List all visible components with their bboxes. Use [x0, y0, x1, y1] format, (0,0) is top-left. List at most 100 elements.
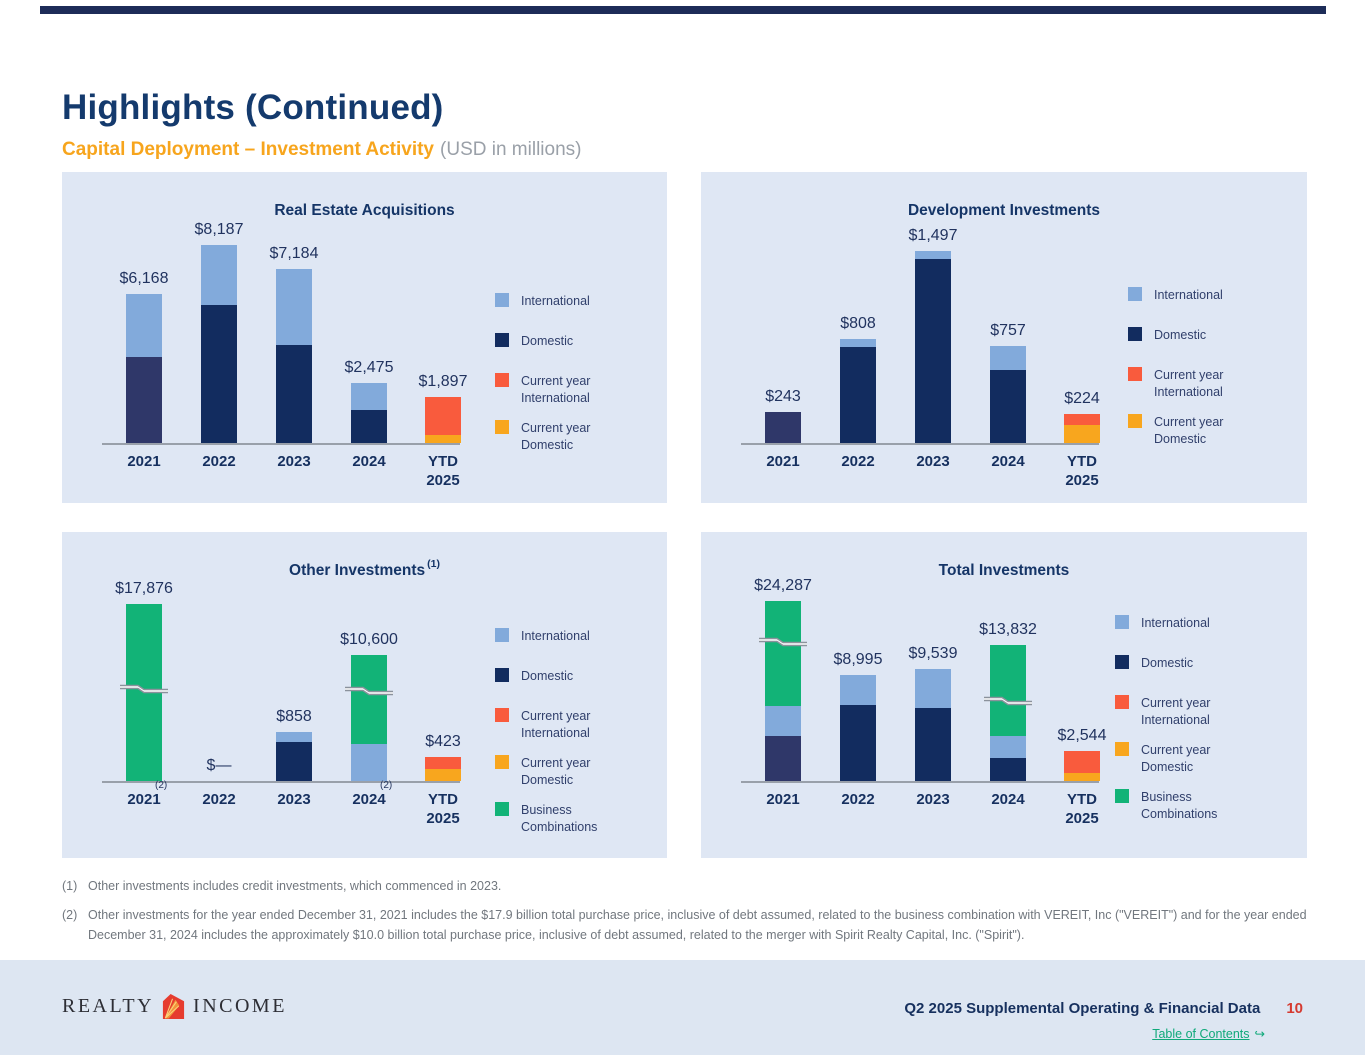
bar-2024 — [345, 655, 393, 781]
chart-title: Total Investments — [938, 562, 1070, 579]
segment-international — [276, 269, 312, 345]
x-tick-footnote-ref: (2) — [380, 780, 393, 791]
segment-current_year_international — [1064, 751, 1100, 773]
legend-swatch-international — [495, 293, 509, 307]
x-tick-label: YTD 2025 — [1065, 453, 1099, 489]
legend-item-business_combinations: Business Combinations — [1115, 789, 1285, 822]
segment-domestic — [990, 369, 1026, 443]
x-tick-label: 2021 — [127, 453, 161, 470]
legend-swatch-current_year_domestic — [495, 420, 509, 434]
legend-label: International — [521, 629, 590, 643]
footnote-2-text: Other investments for the year ended Dec… — [88, 908, 1307, 942]
legend-item-international: International — [495, 628, 665, 654]
legend-swatch-business_combinations — [1115, 789, 1129, 803]
legend-swatch-international — [1115, 615, 1129, 629]
chart-development-investments: Development Investments $243 2021 $808 2022 $… — [701, 172, 1307, 503]
footnote-1-text: Other investments includes credit invest… — [88, 879, 502, 893]
bar-value-label: $13,832 — [979, 621, 1037, 638]
legend-label: Current year International — [521, 374, 591, 405]
segment-domestic — [765, 736, 801, 781]
legend-item-current_year_international: Current year International — [495, 708, 665, 741]
segment-domestic — [840, 705, 876, 781]
chart-title-footnote-ref: (1) — [427, 558, 440, 570]
segment-current_year_domestic — [1064, 424, 1100, 443]
legend-item-domestic: Domestic — [495, 668, 665, 694]
x-tick-label: YTD 2025 — [426, 791, 460, 827]
bar-value-label: $17,876 — [115, 580, 173, 597]
bar-2023 — [276, 732, 312, 781]
legend-swatch-business_combinations — [495, 802, 509, 816]
segment-domestic — [915, 259, 951, 443]
legend-label: Domestic — [1141, 656, 1194, 670]
chart-title: Other Investments (1) — [289, 558, 440, 579]
segment-current_year_international — [425, 397, 461, 435]
legend-swatch-domestic — [495, 668, 509, 682]
legend-label: Domestic — [521, 334, 574, 348]
legend-label: Business Combinations — [521, 803, 598, 834]
segment-domestic — [915, 708, 951, 781]
segment-current_year_domestic — [425, 434, 461, 443]
bar-YTD-2025 — [1064, 414, 1100, 443]
legend-item-international: International — [1115, 615, 1285, 641]
x-tick-label: YTD 2025 — [426, 453, 460, 489]
page-number: 10 — [1286, 1000, 1303, 1017]
bar-2021 — [126, 293, 162, 443]
bar-value-label: $8,995 — [833, 651, 883, 669]
segment-current_year_domestic — [1064, 772, 1100, 781]
x-tick-label: 2024 (2) — [352, 780, 393, 808]
bar-value-label: $2,475 — [344, 359, 394, 377]
legend-label: Business Combinations — [1141, 790, 1218, 821]
segment-international — [276, 732, 312, 742]
legend-swatch-international — [495, 628, 509, 642]
return-arrow-icon[interactable]: ↪ — [1254, 1027, 1265, 1041]
bar-value-label: $2,544 — [1057, 727, 1107, 745]
segment-domestic — [276, 741, 312, 781]
segment-international — [765, 705, 801, 737]
x-axis — [741, 781, 1099, 783]
table-of-contents-link[interactable]: Table of Contents — [1152, 1027, 1250, 1041]
segment-international — [351, 744, 387, 781]
legend-label: Current year International — [1154, 368, 1224, 399]
legend: International Domestic Current year Intern… — [495, 628, 665, 835]
segment-current_year_domestic — [425, 768, 461, 781]
bar-2021 — [120, 604, 168, 781]
legend-swatch-domestic — [495, 333, 509, 347]
segment-domestic — [201, 304, 237, 443]
chart-total-investments: Total Investments $24,287 2021 $8,995 2022 $9… — [701, 532, 1307, 858]
legend-item-business_combinations: Business Combinations — [495, 802, 665, 835]
legend-label: Domestic — [521, 669, 574, 683]
bar-value-label: $224 — [1064, 390, 1100, 408]
chart-real-estate-acquisitions: Real Estate Acquisitions $6,168 2021 $8,187… — [62, 172, 667, 503]
realty-income-house-icon — [161, 993, 186, 1020]
footnote-1-marker: (1) — [62, 879, 78, 893]
legend-item-domestic: Domestic — [1115, 655, 1285, 681]
legend-label: Current year Domestic — [1141, 743, 1211, 774]
x-tick-label: 2021 — [766, 453, 800, 470]
page-title: Highlights (Continued) — [62, 88, 444, 127]
segment-business_combinations — [765, 601, 801, 706]
bar-2023 — [276, 269, 312, 443]
bar-2024 — [351, 383, 387, 443]
legend: International Domestic Current year Intern… — [495, 293, 665, 453]
segment-current_year_international — [1064, 414, 1100, 425]
legend-swatch-current_year_international — [495, 373, 509, 387]
footnote-2-marker: (2) — [62, 908, 78, 922]
bar-2023 — [915, 250, 951, 443]
page-footer: REALTY INCOME Q2 2025 Supplemental Opera… — [0, 960, 1365, 1055]
segment-business_combinations — [990, 645, 1026, 736]
table-of-contents-row: Table of Contents ↪ — [1152, 1026, 1265, 1041]
legend-item-current_year_international: Current year International — [1115, 695, 1285, 728]
legend-swatch-current_year_domestic — [1115, 742, 1129, 756]
segment-domestic — [351, 410, 387, 443]
chart-title: Development Investments — [907, 202, 1101, 219]
legend-swatch-current_year_international — [1128, 367, 1142, 381]
chart-title: Real Estate Acquisitions — [274, 202, 455, 219]
legend-item-current_year_domestic: Current year Domestic — [495, 755, 665, 788]
footer-doc-row: Q2 2025 Supplemental Operating & Financi… — [904, 1000, 1303, 1017]
segment-international — [351, 383, 387, 411]
segment-domestic — [990, 758, 1026, 781]
x-tick-label: 2024 — [991, 791, 1025, 808]
x-tick-label: 2022 — [202, 453, 236, 470]
x-axis — [102, 443, 460, 445]
legend: International Domestic Current year Intern… — [1115, 615, 1285, 822]
